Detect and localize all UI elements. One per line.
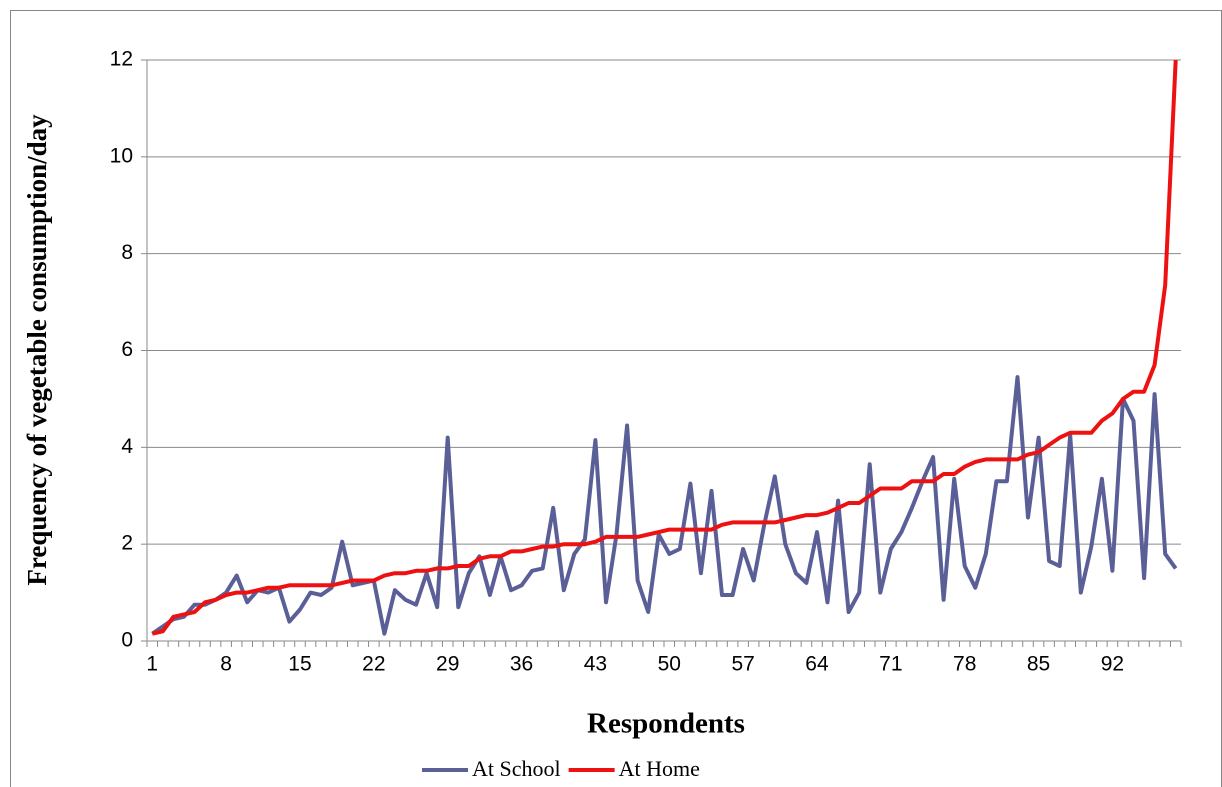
x-tick-label: 64 [805,653,829,676]
series-line [151,375,1178,636]
y-tick-label: 0 [121,629,133,652]
x-tick-label: 92 [1101,653,1124,676]
y-tick-label: 8 [121,241,133,264]
x-tick-label: 71 [879,653,902,676]
x-tick-label: 29 [436,653,459,676]
series-line [151,59,1178,636]
legend-label: At School [472,756,561,781]
x-tick-label: 57 [731,653,754,676]
x-tick-label: 1 [146,653,158,676]
x-axis-title: Respondents [587,708,745,740]
x-tick-label: 22 [362,653,385,676]
x-tick-label: 85 [1027,653,1050,676]
y-tick-label: 4 [121,435,133,458]
y-tick-label: 10 [110,144,133,167]
x-tick-label: 78 [953,653,976,676]
y-tick-label: 6 [121,338,133,361]
x-tick-label: 15 [288,653,311,676]
y-axis-title: Frequency of vegetable consumption/day [22,114,52,586]
x-tick-label: 8 [220,653,232,676]
y-tick-label: 12 [110,48,133,71]
x-tick-label: 50 [658,653,681,676]
y-tick-label: 2 [121,532,133,555]
x-tick-label: 43 [584,653,607,676]
x-tick-label: 36 [510,653,533,676]
legend-label: At Home [619,756,700,781]
